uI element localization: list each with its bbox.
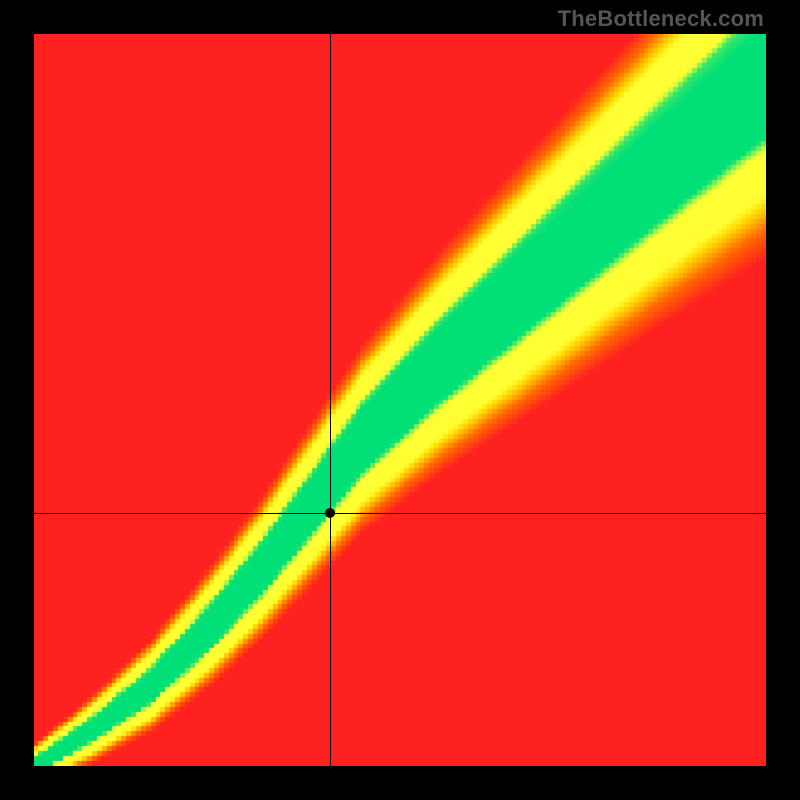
watermark-text: TheBottleneck.com — [558, 6, 764, 32]
data-point-marker — [325, 508, 335, 518]
plot-area — [34, 34, 766, 766]
crosshair-vertical — [330, 34, 331, 766]
heatmap-canvas — [34, 34, 766, 766]
crosshair-horizontal — [34, 513, 766, 514]
chart-container: TheBottleneck.com — [0, 0, 800, 800]
